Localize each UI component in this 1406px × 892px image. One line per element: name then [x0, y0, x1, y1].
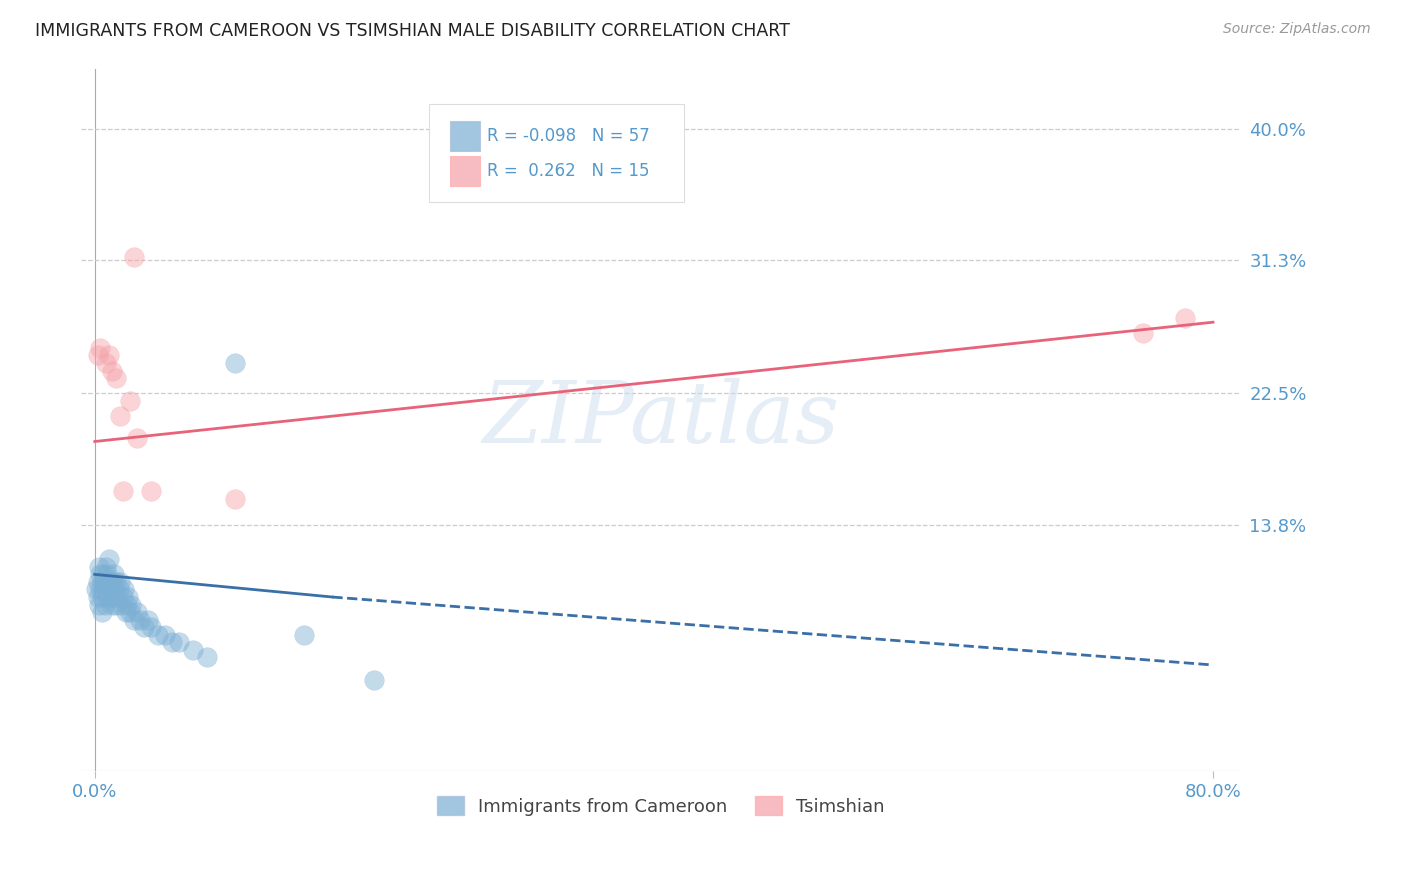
Point	[93, 574, 115, 589]
Point	[128, 613, 150, 627]
Text: R = -0.098   N = 57: R = -0.098 N = 57	[486, 127, 650, 145]
Point	[101, 574, 124, 589]
Point	[90, 605, 112, 619]
Point	[1174, 310, 1197, 325]
Point	[97, 574, 120, 589]
Point	[90, 574, 112, 589]
Text: R =  0.262   N = 15: R = 0.262 N = 15	[486, 162, 650, 180]
Point	[87, 559, 110, 574]
Point	[224, 356, 246, 370]
Point	[104, 598, 127, 612]
Point	[104, 371, 127, 385]
Point	[89, 582, 111, 597]
Point	[110, 598, 132, 612]
Point	[100, 582, 122, 597]
Point	[111, 590, 134, 604]
Text: Source: ZipAtlas.com: Source: ZipAtlas.com	[1223, 22, 1371, 37]
Point	[97, 582, 120, 597]
Point	[101, 590, 124, 604]
Point	[146, 628, 169, 642]
FancyBboxPatch shape	[429, 103, 685, 202]
Point	[118, 393, 141, 408]
Point	[100, 363, 122, 377]
Point	[100, 598, 122, 612]
Point	[108, 574, 131, 589]
Point	[107, 582, 129, 597]
Point	[112, 582, 135, 597]
Point	[96, 590, 118, 604]
FancyBboxPatch shape	[450, 156, 479, 186]
Point	[97, 348, 120, 362]
Point	[118, 605, 141, 619]
Point	[94, 356, 117, 370]
Point	[181, 643, 204, 657]
Point	[117, 590, 139, 604]
Point	[86, 590, 108, 604]
Point	[105, 590, 128, 604]
Point	[91, 582, 114, 597]
Point	[294, 628, 316, 642]
Point	[108, 409, 131, 423]
Point	[98, 590, 121, 604]
Point	[86, 574, 108, 589]
Point	[160, 635, 183, 649]
Point	[224, 491, 246, 506]
Point	[86, 348, 108, 362]
Point	[195, 650, 218, 665]
Point	[122, 613, 145, 627]
Point	[120, 598, 142, 612]
Point	[91, 567, 114, 582]
Point	[125, 605, 148, 619]
Point	[89, 341, 111, 355]
Point	[103, 582, 125, 597]
Point	[87, 598, 110, 612]
Legend: Immigrants from Cameroon, Tsimshian: Immigrants from Cameroon, Tsimshian	[427, 788, 894, 825]
Point	[104, 574, 127, 589]
Point	[125, 432, 148, 446]
Point	[94, 559, 117, 574]
Point	[84, 582, 107, 597]
Point	[96, 567, 118, 582]
Point	[103, 567, 125, 582]
Point	[111, 484, 134, 499]
Point	[1132, 326, 1154, 340]
Point	[153, 628, 176, 642]
Point	[115, 598, 138, 612]
Point	[167, 635, 190, 649]
Point	[93, 598, 115, 612]
FancyBboxPatch shape	[450, 121, 479, 151]
Point	[132, 620, 155, 634]
Point	[97, 552, 120, 566]
Point	[139, 620, 162, 634]
Point	[122, 250, 145, 264]
Text: IMMIGRANTS FROM CAMEROON VS TSIMSHIAN MALE DISABILITY CORRELATION CHART: IMMIGRANTS FROM CAMEROON VS TSIMSHIAN MA…	[35, 22, 790, 40]
Point	[114, 605, 136, 619]
Point	[98, 574, 121, 589]
Point	[139, 484, 162, 499]
Text: ZIPatlas: ZIPatlas	[482, 378, 839, 461]
Point	[90, 590, 112, 604]
Point	[94, 582, 117, 597]
Point	[89, 567, 111, 582]
Point	[136, 613, 159, 627]
Point	[363, 673, 385, 687]
